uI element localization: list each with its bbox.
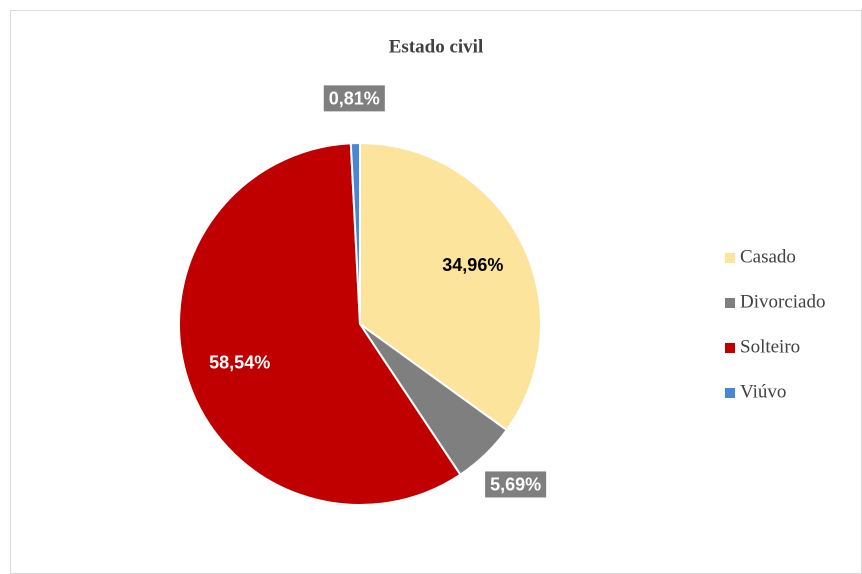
legend-swatch: [725, 253, 735, 263]
data-label: 58,54%: [209, 353, 270, 373]
legend-label: Solteiro: [740, 336, 800, 357]
pie-slice: [178, 142, 462, 506]
legend-swatch: [725, 298, 735, 308]
legend-swatch: [725, 343, 735, 353]
data-label-box: [485, 471, 547, 498]
legend-label: Divorciado: [740, 291, 825, 312]
data-label: 34,96%: [442, 255, 503, 275]
data-label: 5,69%: [490, 474, 541, 494]
legend-label: Casado: [740, 246, 796, 267]
legend-swatch: [725, 388, 735, 398]
data-label-box: [323, 85, 385, 112]
data-label: 0,81%: [329, 88, 380, 108]
chart-title: Estado civil: [389, 36, 483, 57]
pie-slice: [349, 141, 361, 325]
pie-slice: [359, 141, 542, 432]
legend-label: Viúvo: [740, 381, 786, 402]
